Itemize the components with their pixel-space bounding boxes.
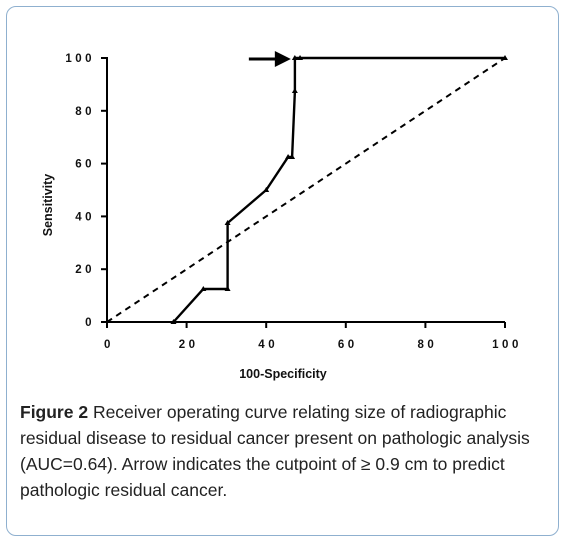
y-tick-label: 60	[75, 159, 95, 171]
x-tick-label: 60	[338, 339, 358, 351]
roc-point	[297, 55, 304, 60]
roc-point	[200, 286, 207, 291]
roc-point	[170, 319, 177, 324]
figure-frame	[6, 6, 559, 536]
annotation-layer	[248, 51, 291, 67]
roc-point	[224, 286, 231, 291]
y-axis: 0 20 40 60 80 100	[65, 53, 108, 329]
roc-point	[291, 88, 298, 93]
x-tick-label: 80	[418, 339, 438, 351]
x-axis: 0 20 40 60 80 100	[104, 321, 522, 351]
y-tick-label: 100	[65, 53, 95, 65]
caption-label: Figure 2	[20, 402, 89, 422]
cutpoint-arrow-head	[274, 51, 291, 67]
x-tick-label: 40	[258, 339, 278, 351]
roc-point	[291, 55, 298, 60]
series-layer	[106, 55, 508, 324]
reference-line	[106, 57, 506, 323]
roc-curve	[172, 56, 505, 323]
y-tick-label: 0	[85, 317, 95, 329]
x-tick-label: 0	[104, 339, 114, 351]
figure-caption: Figure 2 Receiver operating curve relati…	[20, 399, 550, 503]
x-tick-label: 20	[179, 339, 199, 351]
roc-point	[224, 220, 231, 225]
x-tick-label: 100	[492, 339, 522, 351]
roc-chart: 0 20 40 60 80 100 0 20 40 60 80 100 100-Specificit…	[41, 51, 522, 381]
y-tick-label: 40	[75, 211, 95, 223]
roc-point	[263, 187, 270, 192]
y-tick-label: 20	[75, 264, 95, 276]
roc-point	[289, 154, 296, 159]
roc-point	[285, 154, 292, 159]
y-tick-label: 80	[75, 106, 95, 118]
x-axis-title: 100-Specificity	[239, 367, 327, 381]
y-axis-title: Sensitivity	[41, 174, 55, 237]
caption-text: Receiver operating curve relating size o…	[20, 402, 530, 500]
